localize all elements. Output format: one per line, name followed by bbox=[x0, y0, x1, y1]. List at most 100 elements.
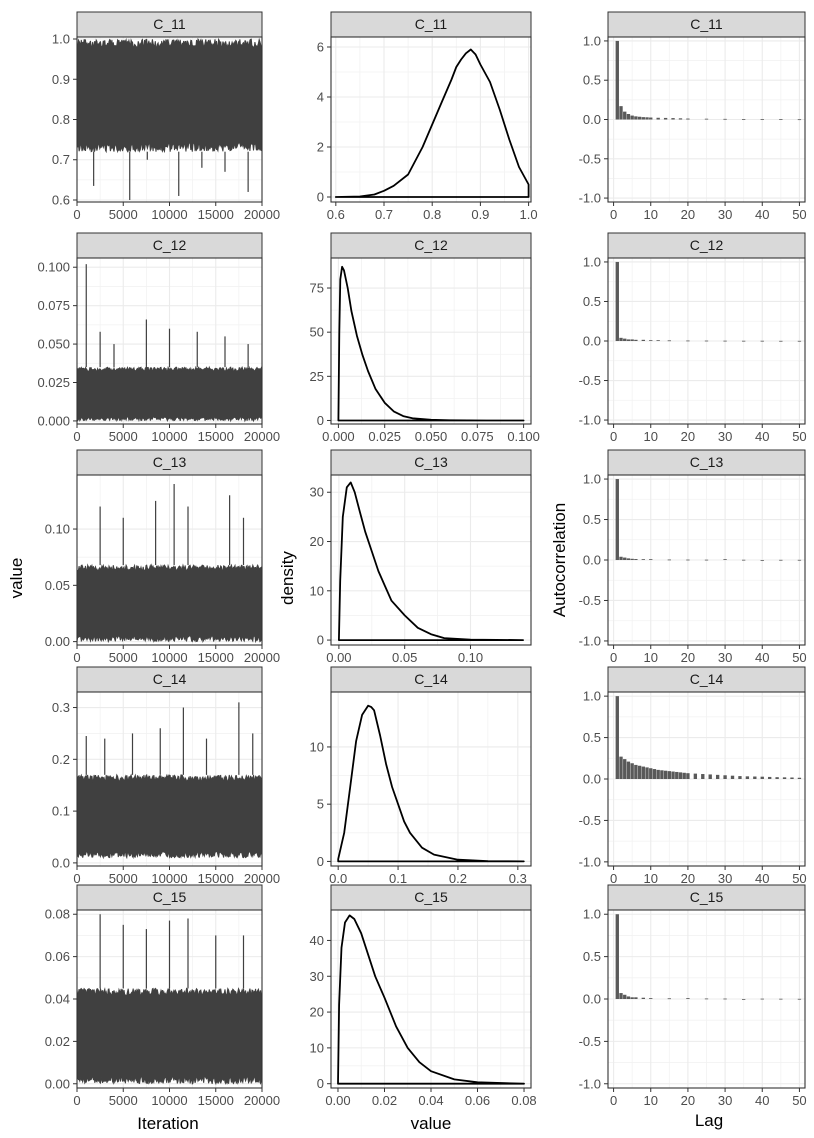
plot-background bbox=[331, 692, 531, 866]
acf-bar bbox=[797, 777, 802, 779]
x-tick-label: 0.05 bbox=[392, 650, 417, 665]
panel-trace-c-12: C_12 0 5000 10000 15000 20000 0.000 0.025 0.050 0… bbox=[37, 232, 280, 444]
facet-strip-label: C_11 bbox=[415, 16, 448, 32]
y-tick-label: -1.0 bbox=[579, 854, 601, 869]
x-tick-label: 0 bbox=[73, 1093, 80, 1108]
y-tick-label: 0.0 bbox=[583, 112, 601, 127]
y-tick-label: 10 bbox=[310, 1040, 324, 1055]
x-tick-label: 0 bbox=[610, 207, 617, 222]
trace-band bbox=[76, 365, 263, 423]
y-tick-label: 0.1 bbox=[52, 804, 70, 819]
x-tick-label: 0.050 bbox=[415, 429, 448, 444]
acf-bar bbox=[704, 340, 709, 342]
acf-bar bbox=[663, 117, 668, 120]
facet-strip-label: C_15 bbox=[690, 889, 724, 905]
x-tick-label: 0 bbox=[610, 1093, 617, 1108]
acf-bar bbox=[678, 772, 683, 779]
y-tick-label: -0.5 bbox=[579, 813, 601, 828]
facet-strip bbox=[607, 884, 806, 911]
y-tick-label: 0.100 bbox=[37, 260, 70, 275]
y-tick-label: 0 bbox=[317, 413, 324, 428]
panel-acf-c-12: C_12 0 10 20 30 40 50 -1.0 -0.5 0.0 0.5 1.0 bbox=[579, 232, 807, 444]
y-tick-label: 0.0 bbox=[583, 334, 601, 349]
trace-band bbox=[76, 563, 263, 644]
acf-bar bbox=[656, 769, 660, 779]
acf-bar bbox=[656, 117, 660, 120]
x-tick-label: 50 bbox=[792, 650, 806, 665]
acf-bar bbox=[730, 775, 735, 779]
y-tick-label: 0.02 bbox=[45, 1034, 70, 1049]
acf-bar bbox=[667, 340, 672, 342]
x-tick-label: 30 bbox=[718, 1093, 732, 1108]
x-tick-label: 20 bbox=[681, 1093, 695, 1108]
y-tick-label: 0.9 bbox=[52, 72, 70, 87]
acf-bar bbox=[649, 117, 653, 120]
y-tick-label: 0.00 bbox=[45, 1076, 70, 1091]
x-tick-label: 15000 bbox=[198, 1093, 234, 1108]
panel-border bbox=[330, 474, 532, 646]
acf-bar bbox=[779, 119, 783, 120]
x-tick-label: 5000 bbox=[109, 429, 138, 444]
acf-bar bbox=[630, 763, 634, 779]
y-tick-label: 0.05 bbox=[45, 578, 70, 593]
y-tick-label: 5 bbox=[317, 797, 324, 812]
x-tick-label: 10000 bbox=[151, 1093, 187, 1108]
y-tick-label: 0 bbox=[317, 190, 324, 205]
panel-density-c-12: C_12 0.000 0.025 0.050 0.075 0.100 0 25 50 75 bbox=[310, 232, 540, 444]
y-tick-label: 0.0 bbox=[52, 855, 70, 870]
acf-bar bbox=[686, 118, 690, 120]
density-curve bbox=[338, 481, 524, 641]
acf-bar bbox=[619, 106, 623, 120]
panel-border bbox=[330, 691, 532, 867]
x-tick-label: 0.9 bbox=[471, 207, 489, 222]
acf-bar bbox=[723, 340, 727, 342]
acf-bar bbox=[637, 116, 642, 120]
y-tick-label: 0.00 bbox=[45, 634, 70, 649]
x-tick-label: 40 bbox=[755, 429, 769, 444]
y-tick-label: 1.0 bbox=[583, 33, 601, 48]
y-tick-label: 0.075 bbox=[37, 298, 70, 313]
column-3-y-axis-title: Autocorrelation bbox=[550, 503, 569, 617]
column-2-x-axis-title: value bbox=[411, 1114, 452, 1133]
x-tick-label: 0.2 bbox=[449, 871, 467, 886]
panel-density-c-15: C_15 0.00 0.02 0.04 0.06 0.08 0 10 20 30 40 bbox=[310, 884, 537, 1108]
panel-trace-c-11: C_11 0 5000 10000 15000 20000 0.6 0.7 0.8 0.9 1.0 bbox=[52, 11, 280, 222]
y-tick-label: 0.08 bbox=[45, 907, 70, 922]
acf-bar bbox=[760, 998, 764, 1000]
panel-acf-c-11: C_11 0 10 20 30 40 50 -1.0 -0.5 0.0 0.5 1.0 bbox=[579, 11, 807, 222]
plot-background bbox=[331, 37, 531, 202]
facet-strip-label: C_12 bbox=[414, 237, 448, 253]
x-tick-label: 40 bbox=[755, 207, 769, 222]
x-tick-label: 0.000 bbox=[322, 429, 355, 444]
acf-bar bbox=[626, 339, 631, 341]
facet-strip-label: C_14 bbox=[414, 671, 448, 687]
acf-bar bbox=[760, 119, 764, 120]
x-tick-label: 10000 bbox=[151, 429, 187, 444]
x-tick-label: 20 bbox=[681, 207, 695, 222]
y-tick-label: -0.5 bbox=[579, 373, 601, 388]
acf-bar bbox=[630, 558, 634, 560]
x-tick-label: 0.02 bbox=[372, 1093, 397, 1108]
x-tick-label: 0 bbox=[610, 429, 617, 444]
y-tick-label: 0.025 bbox=[37, 375, 70, 390]
acf-bar bbox=[686, 998, 690, 999]
acf-bar bbox=[634, 116, 638, 120]
x-tick-label: 0.025 bbox=[368, 429, 401, 444]
x-tick-label: 0 bbox=[610, 650, 617, 665]
acf-bar bbox=[723, 998, 727, 1000]
facet-strip bbox=[607, 232, 806, 259]
acf-bar bbox=[641, 559, 645, 560]
x-tick-label: 15000 bbox=[198, 650, 234, 665]
x-tick-label: 30 bbox=[718, 650, 732, 665]
facet-strip bbox=[607, 449, 806, 476]
x-tick-label: 0 bbox=[73, 207, 80, 222]
y-tick-label: 10 bbox=[310, 739, 324, 754]
panel-trace-c-15: C_15 0 5000 10000 15000 20000 0.00 0.02 0.04 0.06… bbox=[45, 884, 280, 1108]
y-tick-label: 50 bbox=[310, 325, 324, 340]
y-tick-label: 40 bbox=[310, 933, 324, 948]
acf-bar bbox=[652, 769, 657, 779]
x-tick-label: 20000 bbox=[244, 650, 280, 665]
y-tick-label: 1.0 bbox=[583, 254, 601, 269]
acf-bar bbox=[667, 771, 672, 779]
acf-bar bbox=[760, 340, 764, 342]
